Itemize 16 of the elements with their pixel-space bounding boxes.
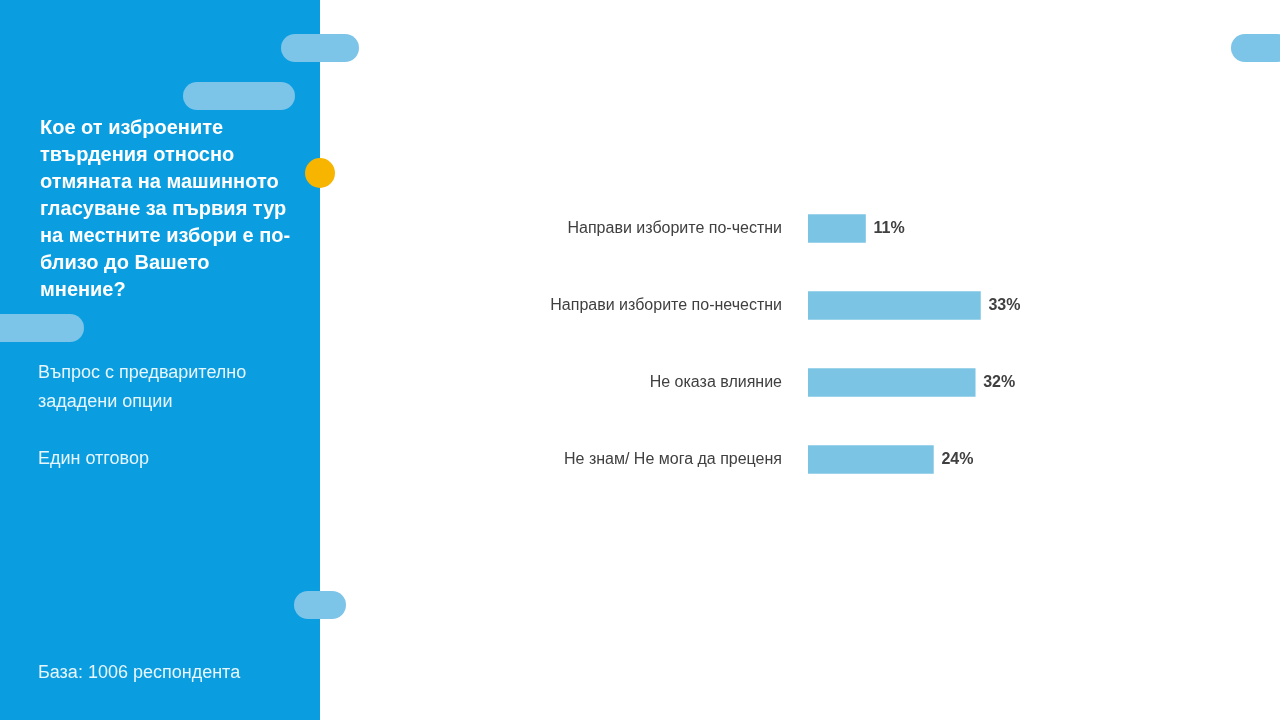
data-label: 32% — [983, 372, 1016, 390]
text: Кое от изброените твърдения относно отмяната на машинното гласуване за първия тур на местните избори е по-близо до Вашето мнение? — [40, 115, 292, 302]
bar — [808, 368, 976, 397]
bar — [808, 214, 866, 243]
bar — [808, 291, 981, 320]
bar — [808, 445, 934, 474]
data-label: 33% — [988, 295, 1021, 313]
text: Въпрос с предварително зададени опции — [38, 361, 248, 413]
data-label: 24% — [941, 449, 974, 467]
y-tick-label: Не знам/ Не мога да преценя — [563, 449, 782, 467]
y-tick-label: Не оказа влияние — [649, 372, 783, 390]
text: База: 1006 респондента — [38, 662, 241, 683]
y-tick-label: Направи изборите по-нечестни — [550, 295, 782, 313]
text: Един отговор — [38, 448, 149, 469]
data-label: 11% — [873, 218, 905, 236]
y-tick-label: Направи изборите по-честни — [567, 218, 782, 236]
